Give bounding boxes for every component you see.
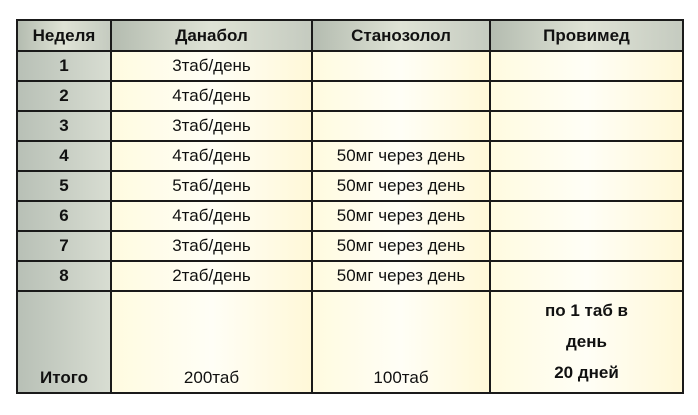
cell-stanozolol [311, 50, 491, 82]
cell-week: 4 [16, 140, 112, 172]
cell-danabol: 4таб/день [110, 140, 313, 172]
table-row: 5 5таб/день 50мг через день [16, 170, 684, 202]
cell-provimed [489, 50, 684, 82]
dosage-table: Неделя Данабол Станозолол Провимед 1 3таб… [16, 19, 684, 394]
provimed-line: день [566, 332, 607, 351]
table-row: 8 2таб/день 50мг через день [16, 260, 684, 292]
cell-stanozolol: 50мг через день [311, 170, 491, 202]
cell-week: 2 [16, 80, 112, 112]
header-week: Неделя [16, 19, 112, 52]
table-row: 1 3таб/день [16, 50, 684, 82]
cell-stanozolol [311, 80, 491, 112]
cell-week: 1 [16, 50, 112, 82]
total-danabol: 200таб [110, 290, 313, 394]
total-label: Итого [16, 290, 112, 394]
table-row: 4 4таб/день 50мг через день [16, 140, 684, 172]
total-provimed: по 1 таб в день 20 дней [489, 290, 684, 394]
cell-provimed [489, 80, 684, 112]
table-row: 2 4таб/день [16, 80, 684, 112]
table-row: 7 3таб/день 50мг через день [16, 230, 684, 262]
table-row: 6 4таб/день 50мг через день [16, 200, 684, 232]
cell-stanozolol: 50мг через день [311, 200, 491, 232]
cell-provimed [489, 230, 684, 262]
cell-provimed [489, 110, 684, 142]
table-row: 3 3таб/день [16, 110, 684, 142]
cell-danabol: 4таб/день [110, 200, 313, 232]
cell-week: 6 [16, 200, 112, 232]
cell-week: 5 [16, 170, 112, 202]
cell-week: 3 [16, 110, 112, 142]
provimed-line: по 1 таб в [544, 301, 628, 320]
cell-provimed [489, 200, 684, 232]
cell-danabol: 3таб/день [110, 110, 313, 142]
cell-stanozolol: 50мг через день [311, 230, 491, 262]
cell-stanozolol: 50мг через день [311, 140, 491, 172]
cell-danabol: 4таб/день [110, 80, 313, 112]
total-row: Итого 200таб 100таб по 1 таб в день 20 дней [16, 290, 684, 394]
cell-week: 8 [16, 260, 112, 292]
header-stanozolol: Станозолол [311, 19, 491, 52]
cell-danabol: 5таб/день [110, 170, 313, 202]
cell-week: 7 [16, 230, 112, 262]
header-danabol: Данабол [110, 19, 313, 52]
cell-provimed [489, 260, 684, 292]
total-stanozolol: 100таб [311, 290, 491, 394]
cell-stanozolol: 50мг через день [311, 260, 491, 292]
cell-danabol: 2таб/день [110, 260, 313, 292]
header-provimed: Провимед [489, 19, 684, 52]
cell-stanozolol [311, 110, 491, 142]
cell-danabol: 3таб/день [110, 50, 313, 82]
header-row: Неделя Данабол Станозолол Провимед [16, 19, 684, 52]
cell-provimed [489, 170, 684, 202]
cell-provimed [489, 140, 684, 172]
cell-danabol: 3таб/день [110, 230, 313, 262]
provimed-line: 20 дней [554, 363, 619, 382]
